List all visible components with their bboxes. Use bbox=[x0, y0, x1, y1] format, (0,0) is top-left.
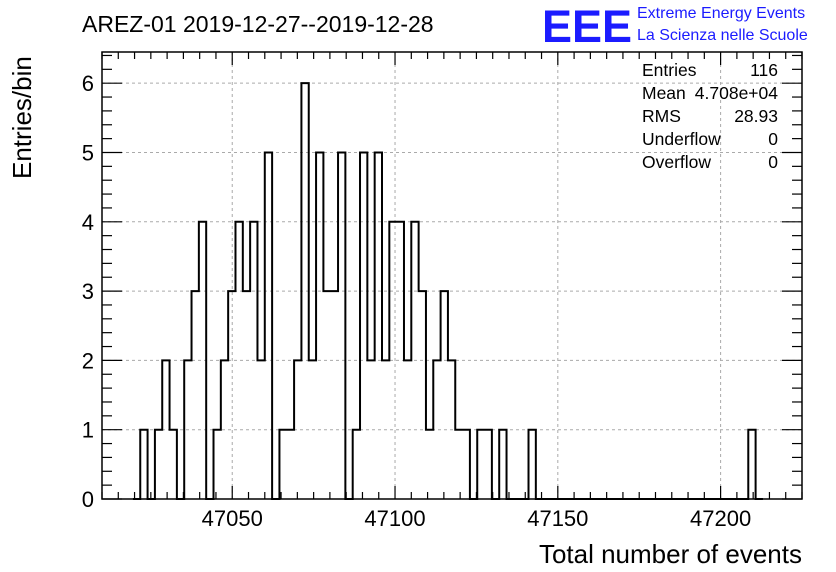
stat-value-mean: 4.708e+04 bbox=[695, 83, 778, 103]
x-tick-label: 47200 bbox=[690, 506, 751, 531]
x-tick-label: 47100 bbox=[364, 506, 425, 531]
stat-label-underflow: Underflow bbox=[642, 129, 721, 149]
y-tick-label: 5 bbox=[82, 140, 94, 165]
y-tick-label: 0 bbox=[82, 487, 94, 512]
y-tick-label: 3 bbox=[82, 279, 94, 304]
y-tick-label: 4 bbox=[82, 210, 94, 235]
eee-logo-line1: Extreme Energy Events bbox=[637, 5, 805, 22]
stat-value-entries: 116 bbox=[750, 60, 778, 80]
eee-logo-mark: EEE bbox=[542, 1, 632, 52]
x-tick-label: 47150 bbox=[527, 506, 588, 531]
stat-label-mean: Mean bbox=[642, 83, 686, 103]
eee-logo-line2: La Scienza nelle Scuole bbox=[637, 27, 808, 44]
stat-label-rms: RMS bbox=[642, 106, 681, 126]
x-tick-label: 47050 bbox=[202, 506, 263, 531]
y-axis-label: Entries/bin bbox=[7, 56, 37, 179]
stat-value-rms: 28.93 bbox=[734, 106, 778, 126]
stat-label-entries: Entries bbox=[642, 60, 697, 80]
stat-value-underflow: 0 bbox=[768, 129, 778, 149]
stats-box: Entries 116 Mean 4.708e+04 RMS 28.93 Und… bbox=[642, 60, 778, 172]
stat-label-overflow: Overflow bbox=[642, 152, 711, 172]
chart-title: AREZ-01 2019-12-27--2019-12-28 bbox=[82, 11, 434, 37]
y-tick-label: 2 bbox=[82, 348, 94, 373]
y-tick-label: 6 bbox=[82, 71, 94, 96]
x-axis-label: Total number of events bbox=[539, 539, 802, 569]
stat-value-overflow: 0 bbox=[768, 152, 778, 172]
y-tick-label: 1 bbox=[82, 418, 94, 443]
